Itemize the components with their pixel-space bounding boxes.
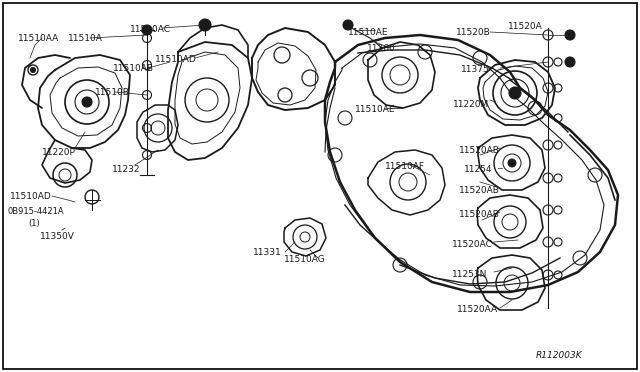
- Circle shape: [143, 151, 152, 160]
- Circle shape: [199, 19, 211, 31]
- Circle shape: [554, 84, 562, 92]
- Circle shape: [554, 238, 562, 246]
- Text: R112003K: R112003K: [536, 351, 582, 360]
- Circle shape: [543, 237, 553, 247]
- Circle shape: [554, 271, 562, 279]
- Circle shape: [142, 25, 152, 35]
- Text: 0B915-4421A: 0B915-4421A: [8, 207, 65, 216]
- Circle shape: [143, 90, 152, 99]
- Circle shape: [543, 57, 553, 67]
- Text: 11375: 11375: [461, 65, 490, 74]
- Text: 11520AB: 11520AB: [459, 146, 500, 155]
- Text: 11520AB: 11520AB: [459, 210, 500, 219]
- Text: 11253N: 11253N: [452, 270, 488, 279]
- Text: 11350V: 11350V: [40, 232, 75, 241]
- Text: 11520AA: 11520AA: [457, 305, 498, 314]
- Circle shape: [554, 141, 562, 149]
- Circle shape: [543, 270, 553, 280]
- Text: 11510AA: 11510AA: [18, 34, 60, 43]
- Circle shape: [554, 174, 562, 182]
- Text: 11331: 11331: [253, 248, 282, 257]
- Text: 11510AG: 11510AG: [284, 255, 326, 264]
- Text: 11520AC: 11520AC: [452, 240, 493, 249]
- Circle shape: [143, 124, 152, 132]
- Text: 11510AB: 11510AB: [113, 64, 154, 73]
- Text: 11254: 11254: [464, 165, 493, 174]
- Circle shape: [543, 173, 553, 183]
- Text: 11510AD: 11510AD: [155, 55, 196, 64]
- Circle shape: [543, 83, 553, 93]
- Circle shape: [554, 206, 562, 214]
- Circle shape: [509, 87, 521, 99]
- Circle shape: [543, 140, 553, 150]
- Text: 11520B: 11520B: [456, 28, 491, 37]
- Text: 11510AF: 11510AF: [385, 162, 425, 171]
- Circle shape: [565, 57, 575, 67]
- Text: (1): (1): [28, 219, 40, 228]
- Text: 11510AD: 11510AD: [10, 192, 52, 201]
- Circle shape: [565, 30, 575, 40]
- Text: 11520A: 11520A: [508, 22, 543, 31]
- Circle shape: [143, 61, 152, 70]
- Circle shape: [508, 159, 516, 167]
- Text: 11360: 11360: [367, 44, 396, 53]
- Circle shape: [343, 20, 353, 30]
- Circle shape: [31, 67, 35, 73]
- Circle shape: [543, 30, 553, 40]
- Text: 11232: 11232: [112, 165, 141, 174]
- Circle shape: [554, 114, 562, 122]
- Text: 11510A: 11510A: [68, 34, 103, 43]
- Circle shape: [554, 58, 562, 66]
- Text: 11520AB: 11520AB: [459, 186, 500, 195]
- Text: 11510B: 11510B: [95, 88, 130, 97]
- Text: 11510AE: 11510AE: [355, 105, 396, 114]
- Text: 11220M: 11220M: [453, 100, 489, 109]
- Circle shape: [82, 97, 92, 107]
- Circle shape: [543, 205, 553, 215]
- Circle shape: [143, 33, 152, 42]
- Text: 11510AC: 11510AC: [130, 25, 171, 34]
- Text: 11220P: 11220P: [42, 148, 76, 157]
- Text: 11510AE: 11510AE: [348, 28, 388, 37]
